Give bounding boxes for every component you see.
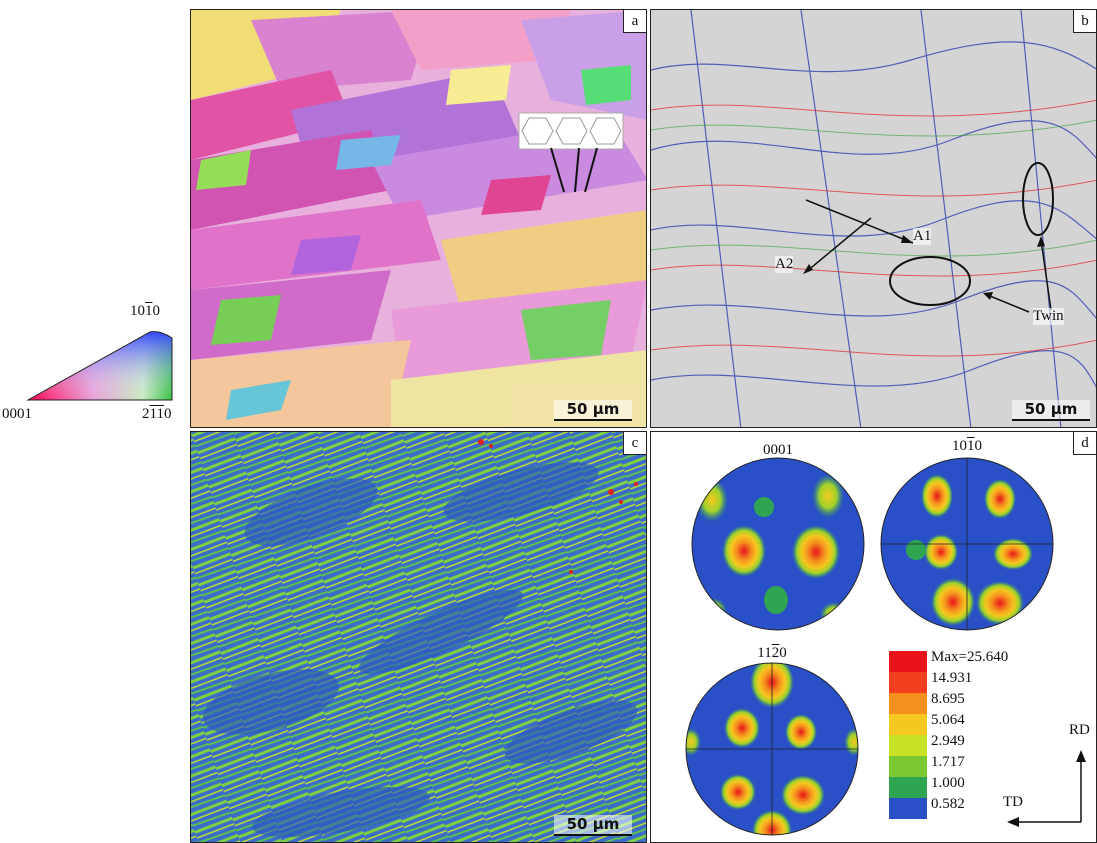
panel-b-scale-bar: 50 μm xyxy=(1012,400,1090,421)
pole-figure-0001 xyxy=(691,457,865,631)
axis-label-rd: RD xyxy=(1069,722,1090,738)
legend-value: 5.064 xyxy=(931,712,965,728)
legend-swatch xyxy=(889,756,927,777)
pole-figure-11-20 xyxy=(685,662,859,836)
kam-map-image xyxy=(191,432,646,842)
ipf-label-right: 2110 xyxy=(142,406,172,422)
pole-figure-title-0001: 0001 xyxy=(763,442,793,458)
ipf-label-left: 0001 xyxy=(2,406,32,422)
legend-swatch xyxy=(889,798,927,819)
panel-a-tag: a xyxy=(623,10,646,33)
legend-value: 8.695 xyxy=(931,691,965,707)
boundary-map-image xyxy=(651,10,1096,427)
legend-value: 14.931 xyxy=(931,670,973,686)
panel-c-scale-bar: 50 μm xyxy=(554,815,632,836)
pole-figure-plots xyxy=(685,457,1086,836)
ipf-label-top: 1010 xyxy=(130,303,160,319)
annotation-a1: A1 xyxy=(913,228,932,245)
pole-figure-title-11-20: 1120 xyxy=(757,645,787,661)
legend-swatch xyxy=(889,693,927,714)
panel-a-ipf-map: a 50 μm xyxy=(190,9,647,428)
legend-value: 0.582 xyxy=(931,796,965,812)
ipf-triangle xyxy=(26,331,173,401)
pole-figure-10-10 xyxy=(880,457,1054,631)
legend-value: Max=25.640 xyxy=(931,649,1009,665)
panel-c-kam-map: c 50 μm xyxy=(190,431,647,843)
ipf-map-image xyxy=(191,10,646,427)
panel-b-tag: b xyxy=(1073,10,1096,33)
panel-d-tag: d xyxy=(1073,432,1096,455)
panel-c-tag: c xyxy=(623,432,646,455)
ipf-color-key: 1010 0001 2110 xyxy=(0,300,185,430)
legend-swatch xyxy=(889,714,927,735)
pole-figure-color-legend: Max=25.640 14.931 8.695 5.064 2.949 1.717 1.00… xyxy=(889,649,1089,831)
axis-label-td: TD xyxy=(1003,794,1023,810)
panel-b-boundary-map: A1 A2 Twin b 50 μm xyxy=(650,9,1097,428)
legend-value: 1.000 xyxy=(931,775,965,791)
legend-swatch xyxy=(889,672,927,693)
legend-value: 2.949 xyxy=(931,733,965,749)
legend-swatch xyxy=(889,651,927,672)
annotation-twin: Twin xyxy=(1033,308,1064,325)
legend-swatch xyxy=(889,735,927,756)
panel-d-pole-figures: d 0001 1010 1120 xyxy=(650,431,1097,843)
legend-value: 1.717 xyxy=(931,754,965,770)
panel-a-scale-bar: 50 μm xyxy=(554,400,632,421)
legend-swatch xyxy=(889,777,927,798)
annotation-a2: A2 xyxy=(775,256,794,273)
pole-figure-title-10-10: 1010 xyxy=(952,438,982,454)
sample-axes xyxy=(1007,750,1086,827)
